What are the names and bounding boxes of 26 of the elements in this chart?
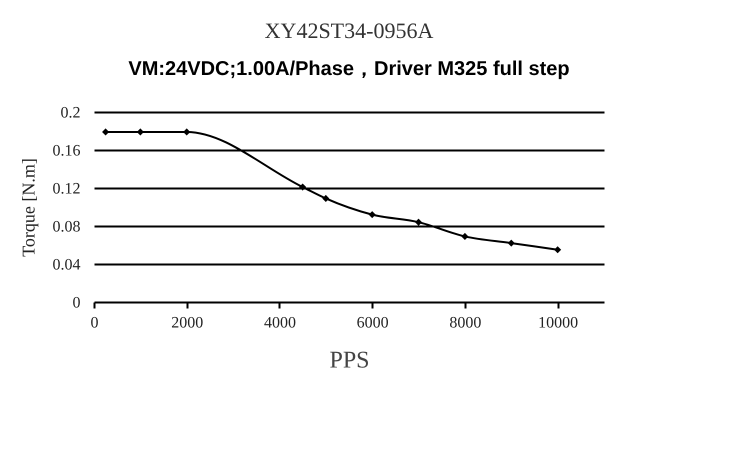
chart-title: XY42ST34-0956A [264, 18, 434, 43]
x-axis-title: PPS [329, 348, 370, 374]
point [415, 218, 422, 226]
x-tick-label: 2000 [171, 314, 204, 332]
point [461, 232, 468, 240]
point [102, 128, 110, 136]
x-tick-label: 0 [90, 314, 98, 332]
chart-subtitle: VM:24VDC;1.00A/Phase，Driver M325 full step [128, 58, 570, 80]
y-tick-label: 0.08 [52, 218, 80, 236]
y-axis-title: Torque [N.m] [18, 158, 38, 257]
x-tick-label: 10000 [538, 314, 578, 332]
point [299, 184, 306, 191]
y-tick-label: 0.12 [52, 180, 80, 198]
y-tick-label: 0.16 [52, 142, 80, 160]
point [368, 211, 376, 218]
point [136, 128, 144, 136]
x-tick-label: 6000 [356, 314, 389, 332]
y-tick-label: 0.04 [52, 256, 80, 274]
y-tick-label: 0.2 [60, 104, 80, 122]
point [508, 240, 515, 247]
y-tick-label: 0 [72, 294, 80, 312]
point [554, 246, 562, 254]
point [183, 128, 190, 136]
x-tick-label: 4000 [264, 314, 296, 332]
x-tick-label: 8000 [449, 314, 482, 332]
point [322, 194, 330, 202]
